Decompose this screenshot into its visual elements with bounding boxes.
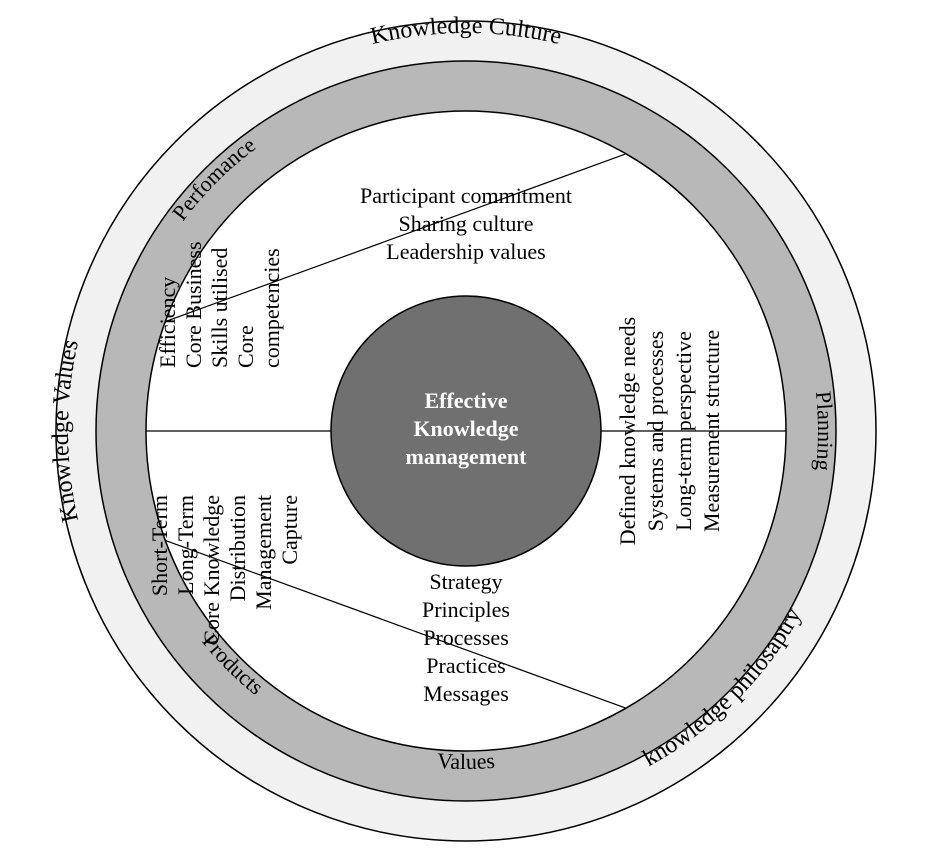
left-upper-line-3: Core [233,325,258,368]
left-lower-line-3: Distribution [225,495,250,601]
bottom-line-1: Principles [422,597,510,622]
core-label-line-2: management [406,444,528,469]
left-upper-line-0: Efficiency [155,277,180,368]
right-line-2: Long-term perspective [671,331,696,531]
left-lower-line-4: Management [251,495,276,610]
core-label-line-0: Effective [424,388,507,413]
left-lower-line-2: Core Knowledge [199,495,224,645]
right-line-1: Systems and processes [643,331,668,531]
left-lower-line-5: Capture [277,495,302,565]
left-lower-line-1: Long-Term [173,495,198,595]
bottom-line-3: Practices [426,653,505,678]
left-lower-line-0: Short-Term [147,495,172,596]
bottom-line-2: Processes [423,625,509,650]
top-line-2: Leadership values [386,239,545,264]
bottom-line-0: Strategy [429,569,502,594]
left-upper-line-2: Skills utilised [207,248,232,368]
knowledge-management-diagram: Effective Knowledge management Participant … [0,0,932,862]
top-line-0: Participant commitment [360,183,572,208]
left-upper-line-4: competencies [259,248,284,368]
left-upper-line-1: Core Business [181,242,206,369]
core-label-line-1: Knowledge [413,416,518,441]
right-line-0: Defined knowledge needs [615,317,640,545]
top-line-1: Sharing culture [398,211,533,236]
right-line-3: Measurement structure [699,330,724,532]
bottom-line-4: Messages [423,681,509,706]
